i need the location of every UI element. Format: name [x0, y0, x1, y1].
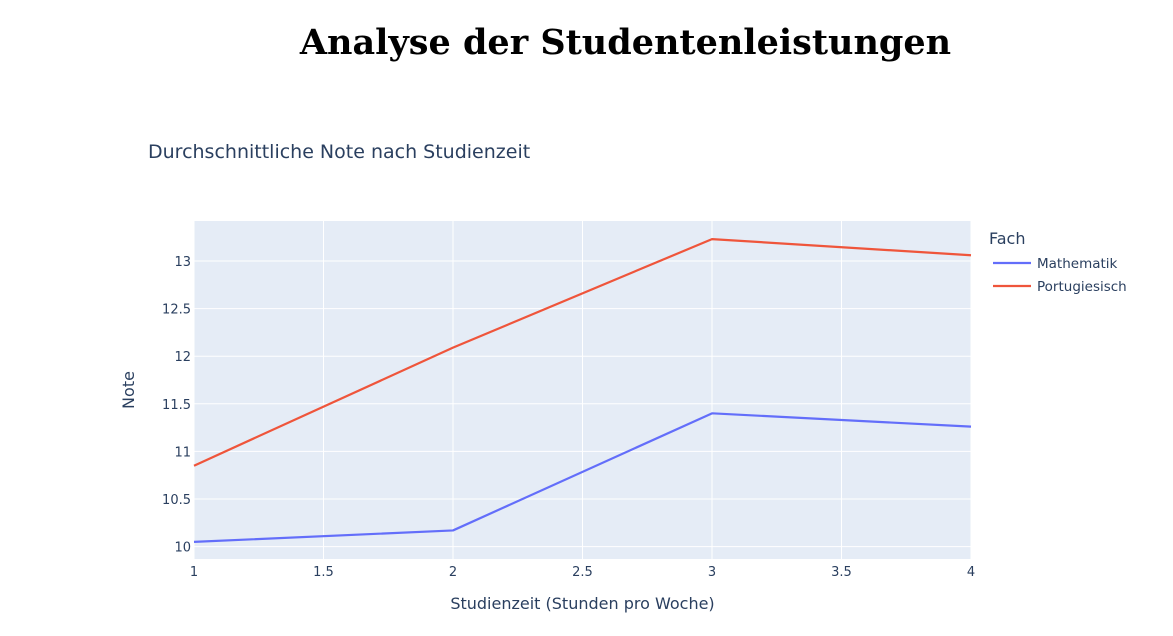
y-tick-label: 13 [174, 255, 191, 270]
y-tick-label: 10.5 [162, 493, 191, 508]
y-tick-label: 12 [174, 350, 191, 365]
y-tick-label: 11 [174, 445, 191, 460]
page-heading: Analyse der Studentenleistungen [299, 22, 952, 63]
y-gridlines [194, 260, 971, 548]
x-tick-labels: 1 1.5 2 2.5 3 3.5 4 [190, 565, 975, 580]
legend-item-portugiesisch: Portugiesisch [1037, 279, 1127, 295]
y-tick-label: 11.5 [162, 398, 191, 413]
x-tick-label: 1 [190, 565, 198, 580]
y-axis-title: Note [119, 371, 138, 409]
x-gridlines [193, 221, 972, 559]
x-tick-label: 2.5 [572, 565, 593, 580]
x-tick-label: 3 [708, 565, 716, 580]
x-tick-label: 4 [967, 565, 975, 580]
legend-title: Fach [989, 229, 1025, 248]
y-tick-label: 12.5 [162, 303, 191, 318]
x-tick-label: 3.5 [831, 565, 852, 580]
x-tick-label: 1.5 [313, 565, 334, 580]
y-tick-labels: 10 10.5 11 11.5 12 12.5 13 [162, 255, 191, 556]
series-line-mathematik [193, 412, 972, 543]
chart-title: Durchschnittliche Note nach Studienzeit [148, 141, 531, 163]
legend[interactable]: Fach Mathematik Portugiesisch [989, 229, 1127, 295]
y-tick-label: 10 [174, 541, 191, 556]
x-axis-title: Studienzeit (Stunden pro Woche) [450, 594, 714, 613]
legend-item-mathematik: Mathematik [1037, 256, 1118, 272]
series-lines [193, 237, 972, 543]
series-line-portugiesisch [193, 237, 972, 467]
x-tick-label: 2 [449, 565, 457, 580]
